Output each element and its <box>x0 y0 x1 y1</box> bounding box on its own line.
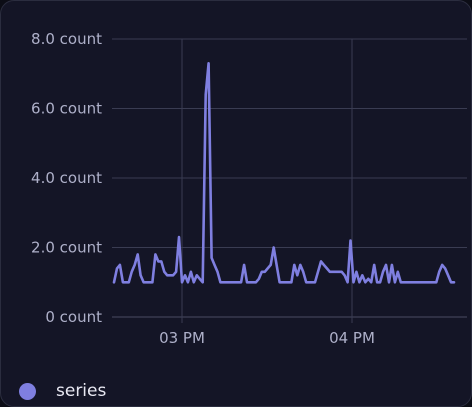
legend-label-series: series <box>56 381 107 401</box>
x-tick-label: 03 PM <box>159 329 205 347</box>
y-tick-label: 2.0 count <box>31 239 102 257</box>
x-axis-tick-labels: 03 PM 04 PM <box>159 329 375 347</box>
line-chart[interactable]: 0 count 2.0 count 4.0 count 6.0 count 8.0 co… <box>1 1 472 371</box>
y-tick-label: 8.0 count <box>31 30 102 48</box>
legend-swatch <box>19 382 36 400</box>
x-tick-label: 04 PM <box>329 329 375 347</box>
series-layer <box>112 61 456 284</box>
legend[interactable]: series <box>19 379 106 403</box>
series-line-series[interactable] <box>112 61 456 284</box>
y-tick-label: 6.0 count <box>31 100 102 118</box>
grid <box>112 38 467 323</box>
y-axis-tick-labels: 0 count 2.0 count 4.0 count 6.0 count 8.0 co… <box>31 30 102 326</box>
y-tick-label: 0 count <box>45 308 102 326</box>
y-tick-label: 4.0 count <box>31 169 102 187</box>
